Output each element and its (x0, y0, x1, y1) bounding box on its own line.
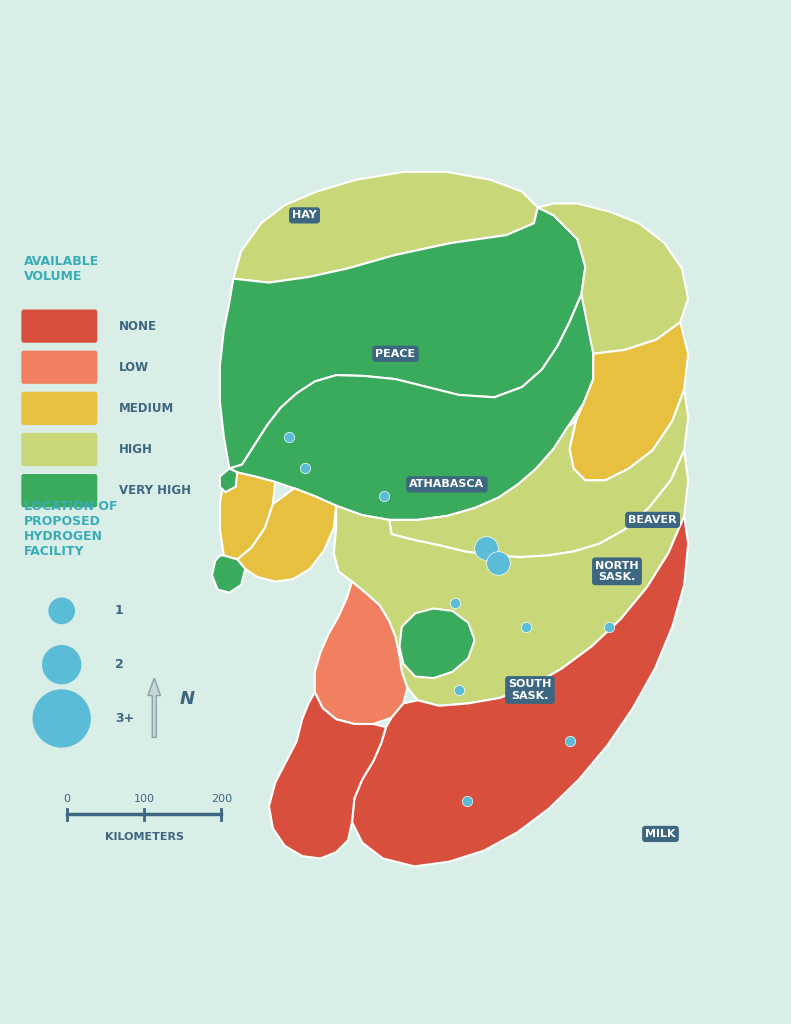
Text: LOCATION OF
PROPOSED
HYDROGEN
FACILITY: LOCATION OF PROPOSED HYDROGEN FACILITY (24, 500, 117, 558)
Polygon shape (538, 204, 688, 354)
FancyBboxPatch shape (21, 433, 97, 466)
Polygon shape (237, 488, 336, 582)
Circle shape (49, 598, 74, 624)
Polygon shape (315, 582, 407, 724)
Polygon shape (399, 608, 475, 678)
Text: 1: 1 (115, 604, 123, 617)
Text: 2: 2 (115, 658, 123, 671)
Circle shape (33, 690, 90, 746)
Text: HAY: HAY (292, 210, 317, 220)
FancyBboxPatch shape (21, 350, 97, 384)
Text: 3+: 3+ (115, 712, 134, 725)
Polygon shape (229, 295, 593, 520)
Text: BEAVER: BEAVER (628, 515, 677, 525)
Polygon shape (269, 692, 386, 858)
Text: ATHABASCA: ATHABASCA (410, 479, 484, 489)
Polygon shape (389, 389, 688, 557)
FancyArrow shape (148, 678, 161, 737)
Point (492, 555, 505, 571)
Polygon shape (334, 451, 688, 706)
Point (603, 618, 615, 635)
Text: 200: 200 (211, 794, 232, 804)
Text: MILK: MILK (645, 829, 676, 839)
Text: AVAILABLE
VOLUME: AVAILABLE VOLUME (24, 255, 99, 283)
Text: MEDIUM: MEDIUM (119, 401, 174, 415)
Polygon shape (233, 172, 538, 283)
Text: N: N (180, 690, 195, 709)
Text: 0: 0 (64, 794, 70, 804)
Polygon shape (570, 323, 688, 480)
Text: HIGH: HIGH (119, 443, 153, 456)
Text: NONE: NONE (119, 319, 157, 333)
Text: LOW: LOW (119, 360, 149, 374)
Point (298, 461, 311, 477)
Point (520, 618, 532, 635)
Point (563, 733, 576, 750)
Polygon shape (220, 469, 275, 559)
Point (452, 682, 465, 698)
Circle shape (43, 646, 81, 684)
FancyBboxPatch shape (21, 392, 97, 425)
Polygon shape (352, 516, 688, 866)
Point (460, 793, 473, 809)
Text: PEACE: PEACE (376, 349, 415, 358)
FancyBboxPatch shape (21, 309, 97, 343)
Text: NORTH
SASK.: NORTH SASK. (595, 560, 639, 582)
Point (377, 488, 390, 505)
Point (282, 429, 295, 445)
Point (480, 540, 493, 556)
Text: 100: 100 (134, 794, 155, 804)
Point (448, 595, 461, 611)
Polygon shape (220, 208, 585, 469)
Polygon shape (220, 469, 237, 493)
Text: SOUTH
SASK.: SOUTH SASK. (509, 679, 551, 700)
Text: VERY HIGH: VERY HIGH (119, 484, 191, 497)
Polygon shape (212, 555, 245, 593)
Text: KILOMETERS: KILOMETERS (105, 831, 184, 842)
FancyBboxPatch shape (21, 474, 97, 507)
